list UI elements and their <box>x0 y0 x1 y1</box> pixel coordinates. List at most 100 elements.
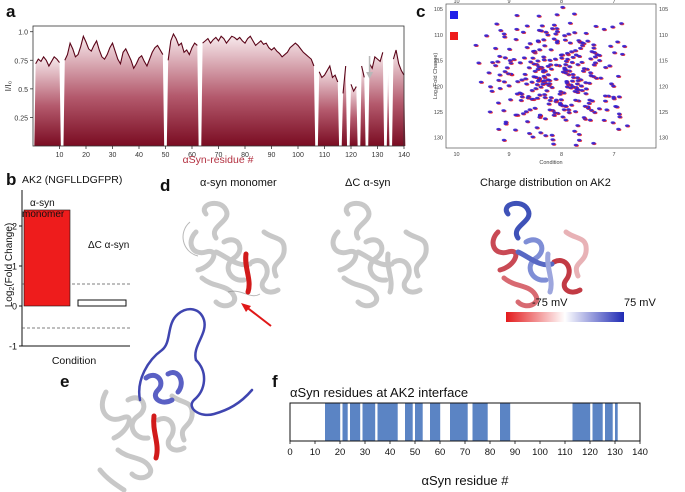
peak-complex <box>597 59 602 62</box>
data-line-segment <box>35 55 60 68</box>
peak-complex <box>542 93 547 96</box>
x-tick-label: 120 <box>582 447 598 458</box>
peak-complex <box>611 84 616 88</box>
x-axis-label: αSyn-residue # <box>183 154 254 166</box>
x-tick-label: 10 <box>453 152 459 158</box>
peak-complex <box>532 106 538 110</box>
peak-complex <box>533 87 538 90</box>
y-tick-label: 1 <box>12 262 17 272</box>
y-axis-label: Log2(Fold Change) <box>4 223 16 308</box>
data-area-segment <box>34 56 61 146</box>
peak-complex <box>587 118 593 122</box>
y-tick-label: 1.0 <box>18 30 28 37</box>
peak-complex <box>564 68 569 72</box>
interface-residue-bar <box>365 403 368 441</box>
y-tick-label-right: 115 <box>659 59 668 65</box>
peak-complex <box>508 98 513 101</box>
ak2-structure-deltac <box>330 200 429 309</box>
peak-complex <box>597 53 602 57</box>
peak-complex <box>616 127 621 131</box>
peak-complex <box>507 47 512 51</box>
scale-max-label: 75 mV <box>624 297 656 309</box>
y-tick-label-right: 130 <box>659 136 668 142</box>
data-area-segment <box>386 71 390 146</box>
x-tick-label: 20 <box>82 152 90 159</box>
data-area-segment <box>201 36 316 146</box>
interface-residue-bar <box>592 403 596 441</box>
peak-complex <box>610 25 615 29</box>
interface-residue-bar <box>357 403 361 441</box>
x-tick-label-top: 8 <box>560 0 563 5</box>
data-line-segment <box>64 34 164 70</box>
peak-complex <box>544 89 549 92</box>
peak-complex <box>502 35 507 39</box>
structure-label-monomer: α-syn monomer <box>200 177 277 189</box>
peak-complex <box>619 22 624 25</box>
peak-complex <box>567 41 573 45</box>
peak-complex <box>546 102 551 106</box>
peak-complex <box>494 22 499 26</box>
peak-complex <box>484 34 489 37</box>
peak-complex <box>551 142 556 146</box>
legend-swatch-ak2 <box>450 32 458 40</box>
interface-residue-bar <box>502 403 506 441</box>
interface-residue-bar <box>435 403 438 441</box>
peak-complex <box>545 33 550 37</box>
peak-complex <box>503 122 508 126</box>
peak-complex <box>476 61 481 65</box>
x-tick-label: 50 <box>162 152 170 159</box>
interface-residue-bar <box>385 403 388 441</box>
peak-complex <box>562 34 567 37</box>
y-tick-label-right: 125 <box>659 110 668 116</box>
peak-complex <box>615 74 621 78</box>
interface-residue-bar <box>507 403 511 441</box>
bar-1 <box>77 299 127 307</box>
peak-complex <box>559 104 565 107</box>
x-tick-label: 80 <box>241 152 249 159</box>
peak-complex <box>576 132 582 136</box>
y-tick-label-right: 105 <box>659 7 668 13</box>
x-tick-label: 30 <box>109 152 117 159</box>
residue-arrow-head <box>366 72 374 79</box>
peak-complex <box>520 30 526 34</box>
peak-complex <box>501 109 506 112</box>
x-tick-label: 10 <box>56 152 64 159</box>
plot-frame <box>32 25 405 147</box>
peak-complex <box>620 52 625 56</box>
interface-residue-bar <box>597 403 601 441</box>
peak-complex <box>515 80 520 83</box>
peak-complex <box>582 104 588 108</box>
peak-complex <box>496 127 501 131</box>
x-tick-label-top: 7 <box>612 0 615 5</box>
peak-complex <box>535 40 541 43</box>
peak-complex <box>498 28 503 32</box>
x-tick-label: 60 <box>188 152 196 159</box>
peak-complex <box>536 14 541 18</box>
interface-residue-bar <box>577 403 581 441</box>
x-tick-label: 90 <box>510 447 521 458</box>
peak-complex <box>572 129 577 133</box>
peak-complex <box>542 96 548 99</box>
peak-complex <box>528 60 533 64</box>
spectrum-frame <box>445 3 657 149</box>
interface-residues-chart: αSyn residues at AK2 interface 0 10 20 30 40… <box>287 385 648 488</box>
x-tick-label: 0 <box>287 447 292 458</box>
peak-complex <box>545 73 551 76</box>
peak-complex <box>541 55 546 59</box>
peak-complex <box>578 84 584 88</box>
peak-complex <box>543 134 548 137</box>
peak-complex <box>589 99 595 103</box>
x-axis-label: Condition <box>539 160 562 166</box>
peak-complex <box>609 82 614 86</box>
bar-label-deltac: ΔC α-syn <box>88 240 129 251</box>
peak-complex <box>592 51 597 54</box>
peak-complex <box>542 79 547 82</box>
interface-residue-bar <box>387 403 391 441</box>
peak-complex <box>496 78 501 82</box>
relaxation-area-chart: 0.25 0.5 0.75 1.0 10 20 30 40 50 60 70 80 90 100 110 12… <box>3 25 410 166</box>
peak-complex <box>586 101 592 105</box>
peak-complex <box>593 24 598 28</box>
peak-complex <box>565 51 570 55</box>
peak-complex <box>576 54 582 58</box>
peak-complex <box>570 73 575 76</box>
